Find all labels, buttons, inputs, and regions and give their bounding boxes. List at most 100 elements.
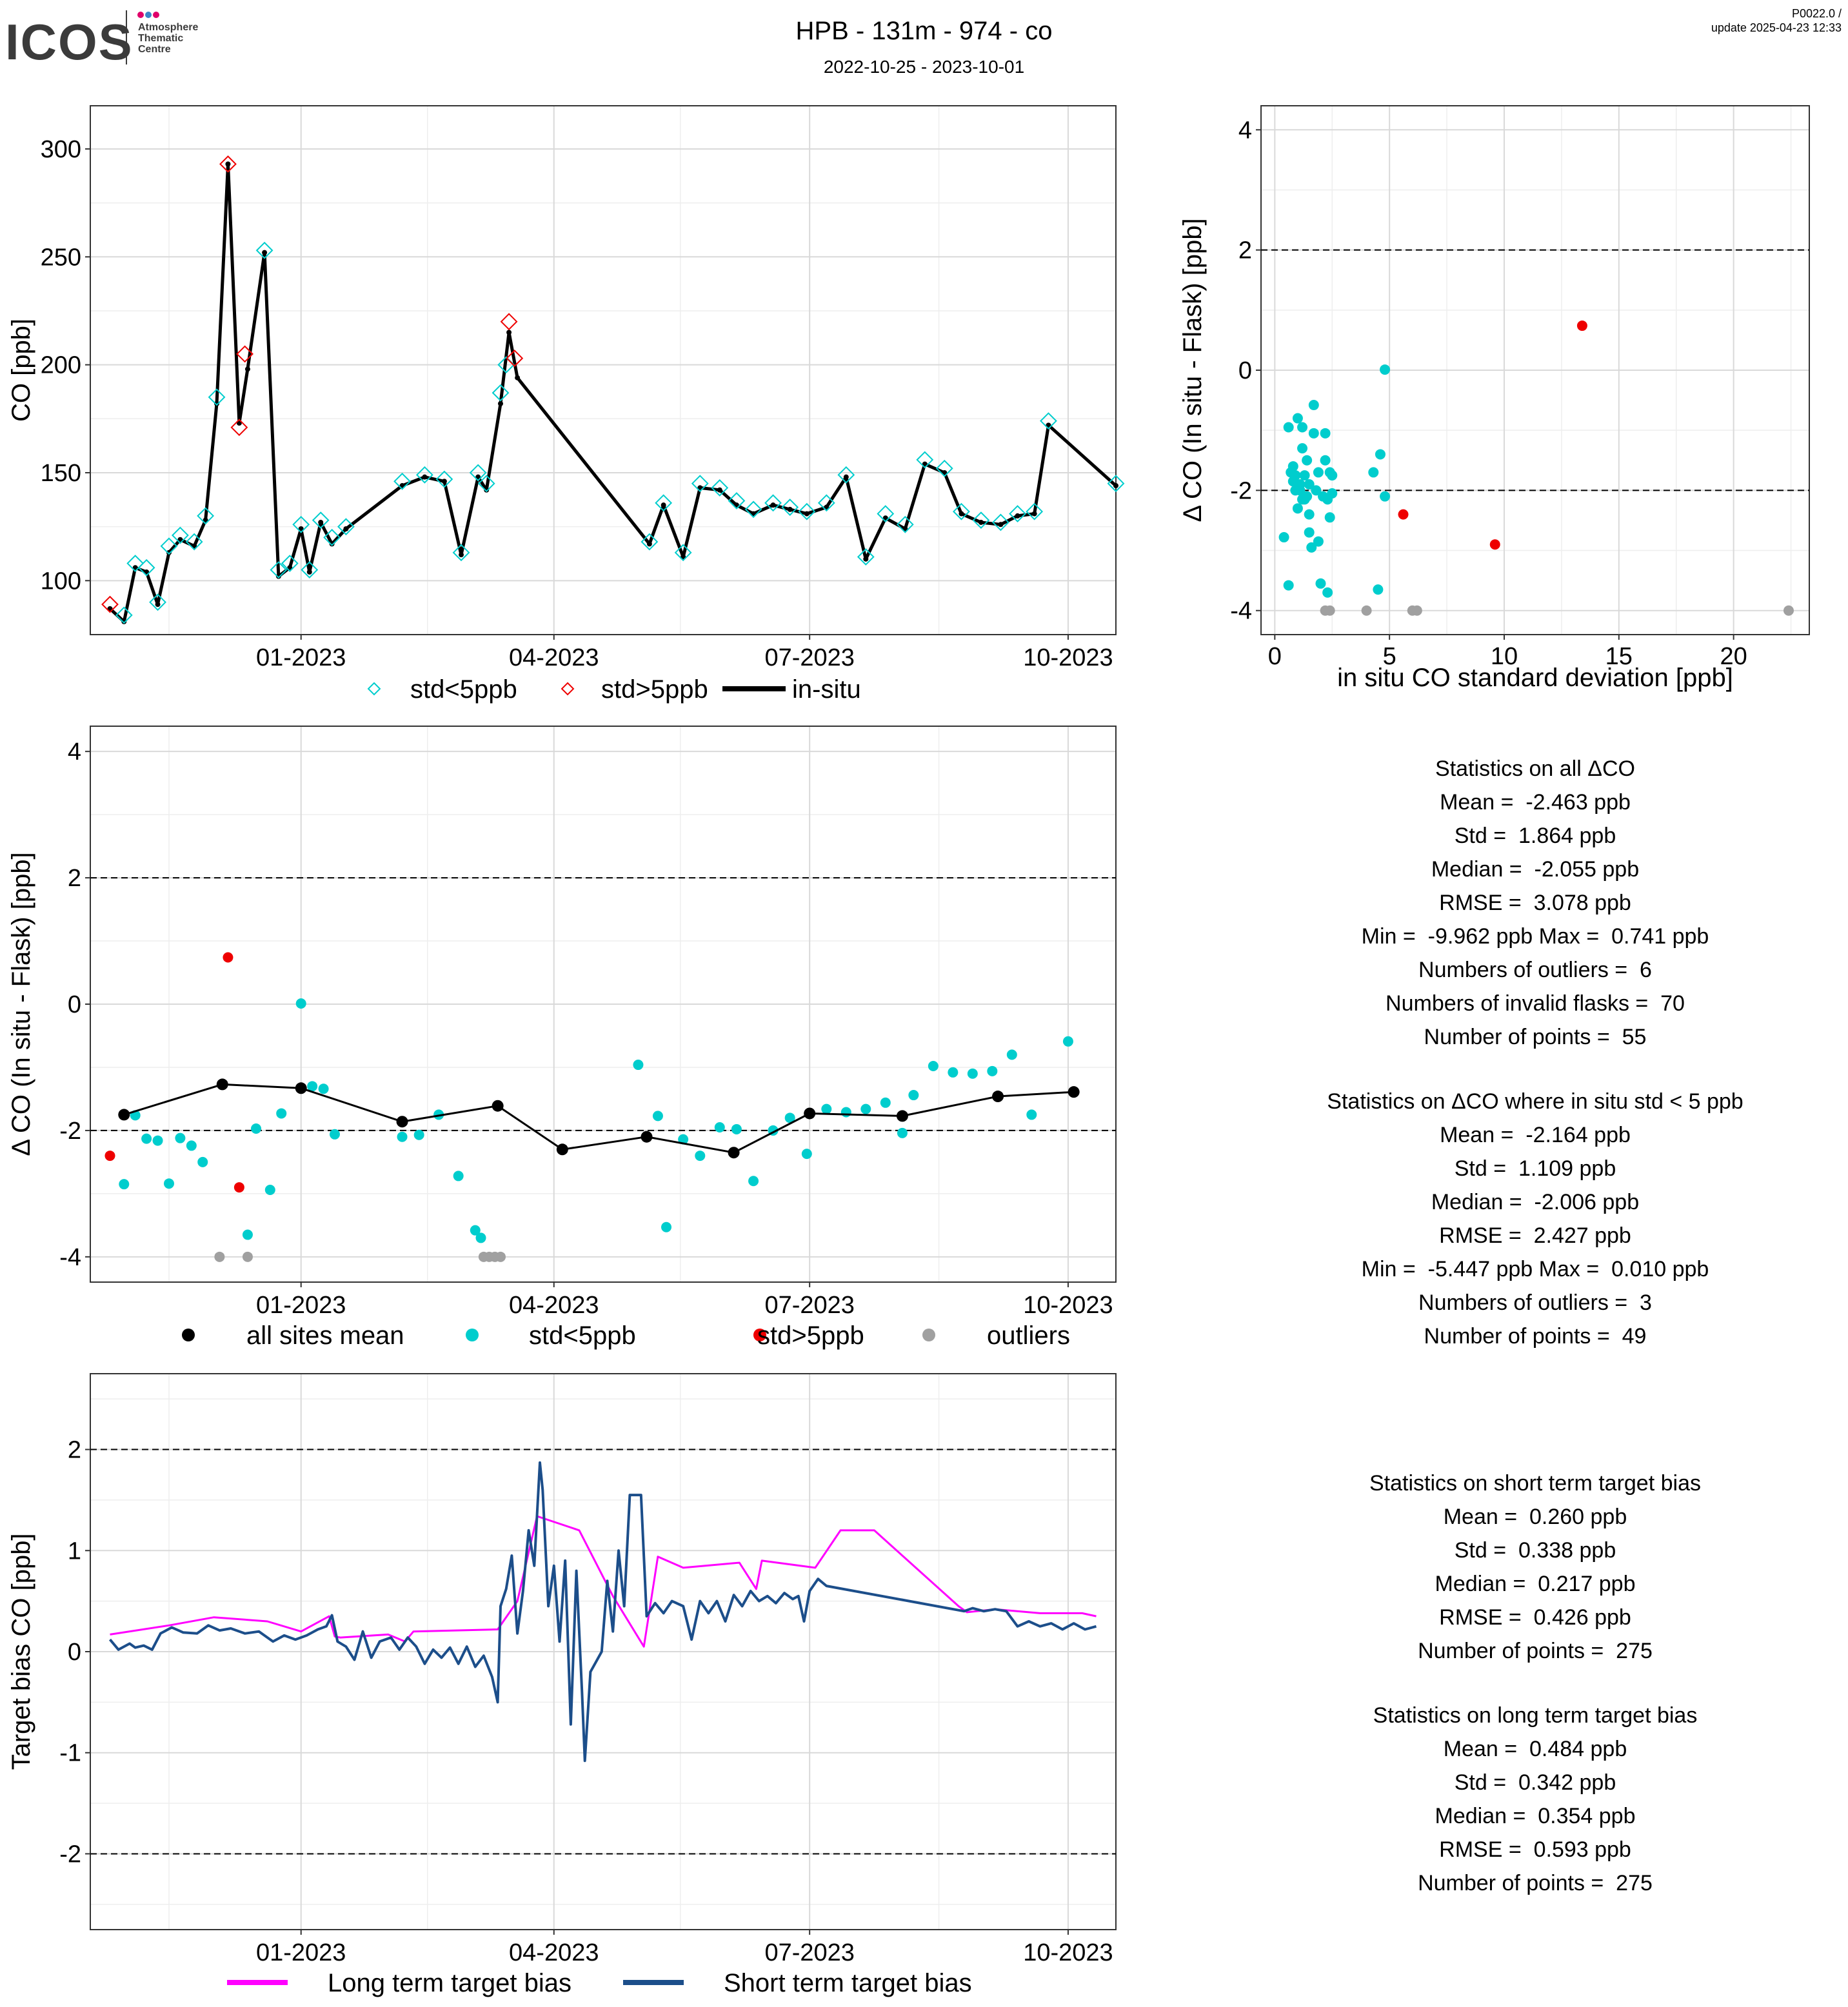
std-lt5-point — [1311, 485, 1322, 496]
all-sites-mean-point — [641, 1131, 653, 1143]
y-tick-label: 100 — [41, 568, 81, 595]
legend-label: std>5ppb — [601, 675, 708, 704]
std-lt5-point — [840, 1107, 851, 1118]
flask-std-lt5-marker — [641, 533, 659, 551]
std-lt5-point — [1283, 422, 1294, 433]
std-lt5-point — [731, 1123, 742, 1134]
std-lt5-point — [1297, 422, 1308, 433]
std-lt5-point — [307, 1081, 318, 1092]
y-tick-label: -4 — [1230, 598, 1252, 625]
y-tick-label: 2 — [1238, 237, 1252, 264]
stats-line: Numbers of invalid flasks = 70 — [1386, 991, 1685, 1016]
long-term-bias-line — [110, 1515, 1097, 1648]
in-situ-point — [998, 522, 1004, 528]
stats-line: Median = 0.354 ppb — [1435, 1804, 1636, 1828]
flask-std-lt5-marker — [744, 500, 762, 519]
std-lt5-point — [1327, 470, 1338, 481]
flask-std-lt5-marker — [393, 472, 411, 490]
all-sites-mean-point — [728, 1147, 740, 1159]
in-situ-point — [459, 552, 464, 558]
legend-label: Long term target bias — [328, 1969, 571, 1997]
legend-icon — [753, 1329, 766, 1341]
stats-line: Std = 0.342 ppb — [1454, 1770, 1616, 1795]
plot-frame — [90, 105, 1117, 635]
x-axis-label: in situ CO standard deviation [ppb] — [1337, 664, 1733, 692]
stats-line: Number of points = 275 — [1418, 1871, 1653, 1895]
std-gt5-point — [233, 1182, 244, 1193]
all-sites-mean-point — [804, 1107, 816, 1120]
page-title: HPB - 131m - 974 - co — [795, 17, 1053, 45]
y-tick-label: -2 — [59, 1118, 81, 1145]
std-lt5-point — [1297, 443, 1308, 454]
std-lt5-point — [821, 1103, 832, 1114]
logo-dots-icon — [137, 10, 163, 22]
std-lt5-point — [1292, 503, 1303, 514]
flask-std-gt5-marker — [500, 313, 518, 331]
in-situ-point — [959, 511, 964, 517]
x-tick-label: 01-2023 — [256, 1939, 346, 1966]
stats-line: Std = 1.109 ppb — [1454, 1156, 1616, 1181]
std-lt5-point — [251, 1123, 262, 1134]
std-lt5-point — [1320, 428, 1331, 439]
std-lt5-point — [242, 1229, 253, 1240]
std-lt5-point — [1304, 479, 1315, 490]
x-tick-label: 0 — [1268, 643, 1282, 670]
x-tick-label: 01-2023 — [256, 644, 346, 671]
target_bias-panel: -2 -1 0 1 2 01-2023 04-2023 07-2023 10-2023 Targe… — [7, 1373, 1117, 1997]
std-lt5-point — [276, 1108, 287, 1119]
stats-line: Statistics on short term target bias — [1369, 1471, 1701, 1496]
std-lt5-point — [860, 1103, 871, 1114]
flask-std-lt5-marker — [323, 528, 341, 546]
std-lt5-point — [119, 1179, 130, 1190]
legend-label: in-situ — [792, 675, 861, 704]
std-lt5-point — [1324, 512, 1335, 523]
std-lt5-point — [1292, 413, 1303, 424]
flask-std-lt5-marker — [817, 494, 835, 512]
x-tick-label: 04-2023 — [509, 1939, 599, 1966]
flask-std-gt5-marker — [101, 595, 119, 613]
std-lt5-point — [295, 998, 306, 1009]
stats-line: Numbers of outliers = 6 — [1418, 958, 1652, 982]
flask-std-lt5-marker — [837, 466, 855, 484]
std-lt5-point — [197, 1156, 208, 1167]
flask-std-lt5-marker — [1009, 505, 1026, 522]
std-lt5-point — [801, 1149, 812, 1160]
all-sites-mean-point — [1068, 1086, 1080, 1098]
flask-std-lt5-marker — [711, 479, 729, 497]
flask-std-lt5-marker — [935, 459, 953, 477]
stats-line: Number of points = 55 — [1424, 1025, 1647, 1049]
outlier-point — [1411, 605, 1422, 616]
std-lt5-point — [1327, 488, 1338, 499]
std-lt5-point — [475, 1232, 486, 1243]
legend-std-gt5-icon — [561, 682, 575, 696]
std-lt5-point — [661, 1221, 672, 1232]
y-axis-label: Δ CO (In situ - Flask) [ppb] — [1178, 218, 1207, 522]
flask-std-lt5-marker — [312, 511, 330, 529]
std-lt5-point — [948, 1067, 959, 1078]
flask-std-lt5-marker — [991, 513, 1009, 531]
stats-line: Std = 1.864 ppb — [1454, 824, 1616, 848]
all-sites-mean-point — [216, 1078, 228, 1091]
date-range: 2022-10-25 - 2023-10-01 — [823, 57, 1025, 77]
y-tick-label: 200 — [41, 352, 81, 379]
flask-std-lt5-marker — [916, 451, 934, 469]
x-tick-label: 04-2023 — [509, 1292, 599, 1319]
x-tick-label: 07-2023 — [764, 1292, 854, 1319]
std-lt5-point — [652, 1111, 663, 1122]
flask-std-lt5-marker — [208, 388, 226, 406]
all-sites-mean-point — [118, 1109, 130, 1121]
legend-label: std>5ppb — [757, 1321, 864, 1350]
logo-separator — [126, 10, 127, 64]
stats-line: Numbers of outliers = 3 — [1418, 1290, 1652, 1315]
stats-line: Std = 0.338 ppb — [1454, 1538, 1616, 1563]
flask-std-lt5-marker — [337, 518, 355, 536]
outlier-point — [1361, 605, 1372, 616]
legend-icon — [922, 1329, 935, 1341]
legend-label: all sites mean — [246, 1321, 404, 1350]
flask-std-lt5-marker — [1026, 502, 1044, 520]
y-axis-label: CO [ppb] — [7, 319, 35, 422]
std-lt5-point — [397, 1131, 408, 1142]
std-lt5-point — [967, 1068, 978, 1079]
std-lt5-point — [1295, 485, 1306, 496]
